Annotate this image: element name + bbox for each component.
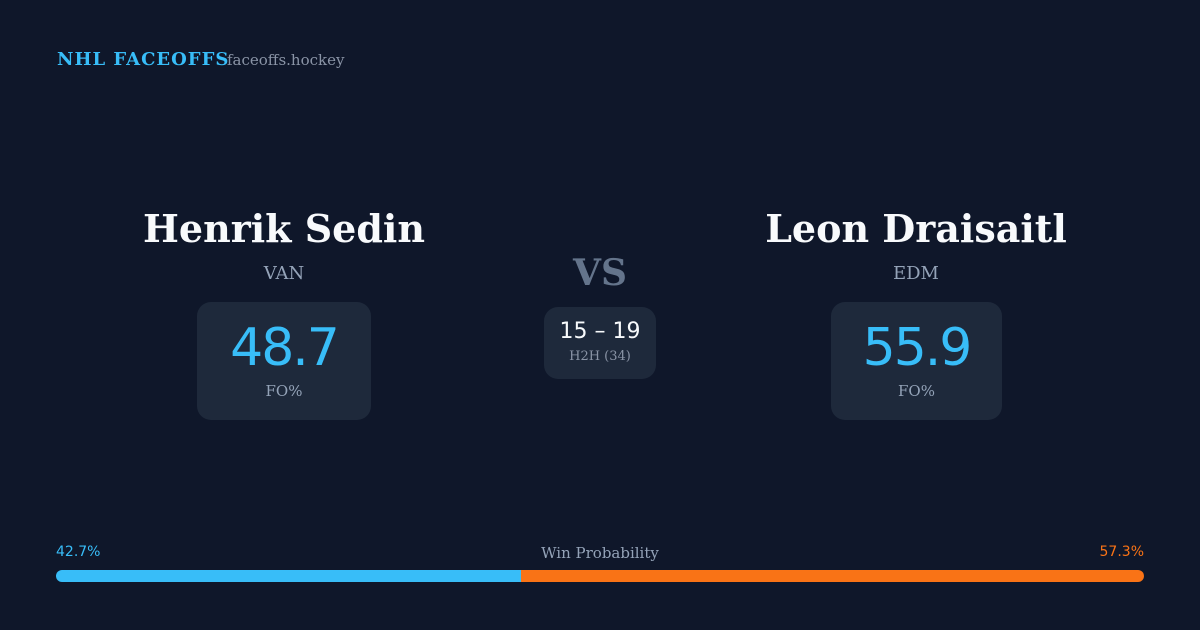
player-team: EDM xyxy=(892,263,939,284)
player-team: VAN xyxy=(263,263,305,284)
left-probability: 42.7% xyxy=(56,544,101,560)
fo-label: FO% xyxy=(898,382,935,400)
player-name: Henrik Sedin xyxy=(143,206,425,251)
fo-label: FO% xyxy=(265,382,303,400)
player-name: Leon Draisaitl xyxy=(765,206,1067,251)
right-probability: 57.3% xyxy=(1099,544,1144,560)
fo-value: 55.9 xyxy=(862,318,973,378)
stat-card: 55.9 FO% xyxy=(831,302,1002,420)
left-segment xyxy=(56,570,521,582)
vs-label: VS xyxy=(573,252,627,294)
brand-title: NHL FACEOFFS xyxy=(57,49,230,70)
stat-card: 48.7 FO% xyxy=(197,302,371,420)
h2h-card: 15 – 19 H2H (34) xyxy=(544,307,656,379)
h2h-score: 15 – 19 xyxy=(559,319,641,344)
probability-title: Win Probability xyxy=(541,544,659,562)
probability-bar xyxy=(56,570,1144,582)
site-name: faceoffs.hockey xyxy=(227,51,345,69)
h2h-label: H2H (34) xyxy=(569,349,631,364)
fo-value: 48.7 xyxy=(230,318,340,378)
right-segment xyxy=(520,570,1144,582)
